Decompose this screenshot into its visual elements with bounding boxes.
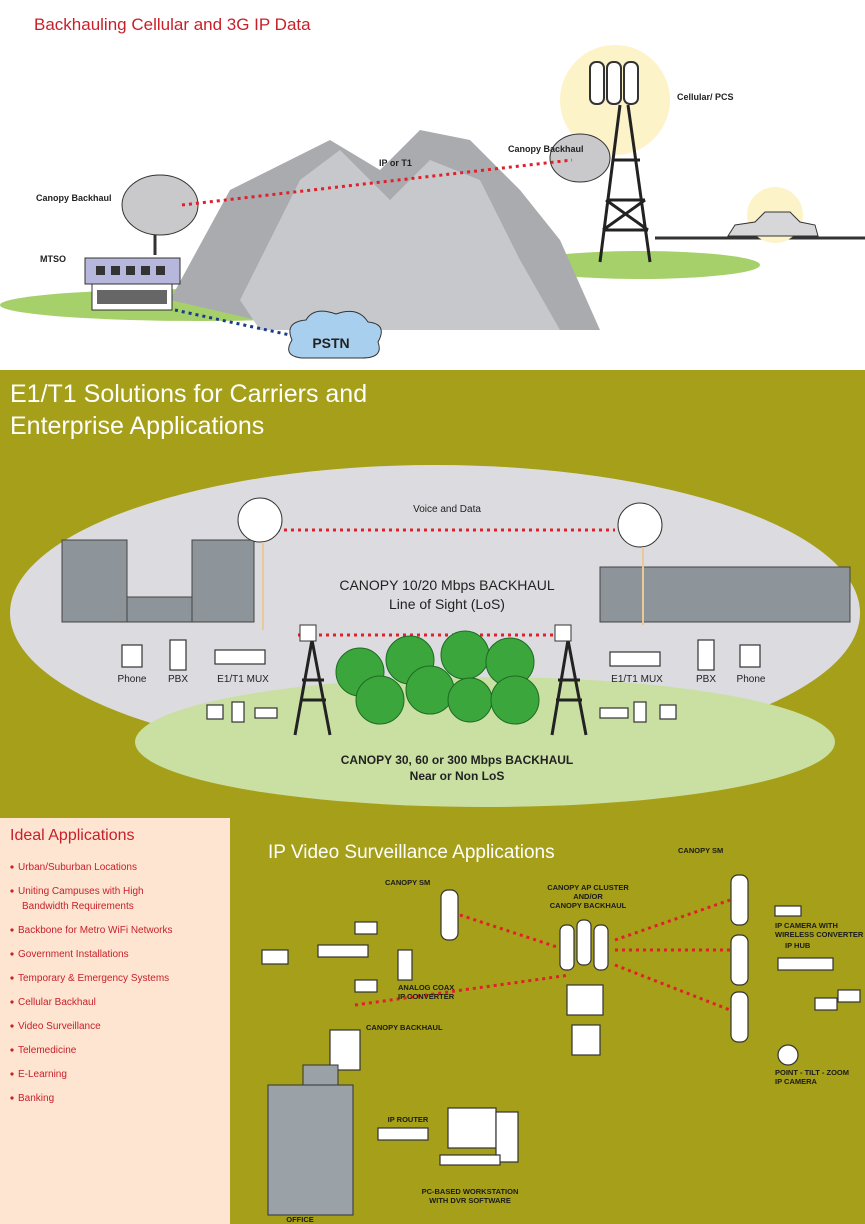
device-label: CANOPY AP CLUSTER <box>547 883 629 892</box>
device-label: WIRELESS CONVERTER <box>775 930 864 939</box>
bullet <box>10 865 13 868</box>
section-title: Enterprise Applications <box>10 412 264 440</box>
label: CANOPY 30, 60 or 300 Mbps BACKHAUL <box>341 753 574 767</box>
device-label: POINT - TILT - ZOOM <box>775 1068 849 1077</box>
antenna <box>590 62 638 104</box>
bullet <box>10 928 13 931</box>
label: E1/T1 MUX <box>611 674 663 685</box>
label: Canopy Backhaul <box>508 144 584 154</box>
device-label: PC-BASED WORKSTATION <box>422 1187 519 1196</box>
device-label: IP HUB <box>785 941 811 950</box>
poster: Backhauling Cellular and 3G IP Data PSTN… <box>0 0 865 1224</box>
section-title: IP Video Surveillance Applications <box>268 842 555 863</box>
application-item: Cellular Backhaul <box>18 997 96 1008</box>
sidebar-title: Ideal Applications <box>10 827 135 844</box>
application-item: Government Installations <box>18 949 129 960</box>
label: E1/T1 MUX <box>217 674 269 685</box>
bullet <box>10 1048 13 1051</box>
section-title: Backhauling Cellular and 3G IP Data <box>34 15 311 34</box>
application-item: E-Learning <box>18 1069 67 1080</box>
label: IP or T1 <box>379 158 412 168</box>
application-item: Uniting Campuses with High <box>18 886 144 897</box>
label: Line of Sight (LoS) <box>389 596 505 612</box>
device-label: ANALOG COAX <box>398 983 454 992</box>
section-title: E1/T1 Solutions for Carriers and <box>10 380 367 408</box>
label: Near or Non LoS <box>410 769 505 783</box>
dish <box>122 175 198 235</box>
label: Voice and Data <box>413 504 481 515</box>
application-item: Bandwidth Requirements <box>22 901 134 912</box>
bullet <box>10 952 13 955</box>
bullet <box>10 1000 13 1003</box>
label: CANOPY 10/20 Mbps BACKHAUL <box>339 577 554 593</box>
application-item: Telemedicine <box>18 1045 77 1056</box>
application-item: Temporary & Emergency Systems <box>18 973 169 984</box>
label: PBX <box>696 674 716 685</box>
dish <box>238 498 282 542</box>
device-label: CANOPY SM <box>678 846 723 855</box>
bullet <box>10 1096 13 1099</box>
label: MTSO <box>40 254 66 264</box>
device-label: IP CONVERTER <box>398 992 455 1001</box>
label: PSTN <box>312 335 349 351</box>
device-label: OFFICE <box>286 1215 314 1224</box>
label: Cellular/ PCS <box>677 92 734 102</box>
label: Phone <box>118 674 147 685</box>
bullet <box>10 976 13 979</box>
dish <box>618 503 662 547</box>
page: Backhauling Cellular and 3G IP Data PSTN… <box>0 0 865 1224</box>
bullet <box>10 1024 13 1027</box>
radio <box>300 625 316 641</box>
application-item: Banking <box>18 1093 54 1104</box>
label: Phone <box>737 674 766 685</box>
application-item: Backbone for Metro WiFi Networks <box>18 925 173 936</box>
dish <box>550 134 610 182</box>
radio <box>555 625 571 641</box>
device-label: IP CAMERA WITH <box>775 921 838 930</box>
application-item: Urban/Suburban Locations <box>18 862 137 873</box>
device-label: IP ROUTER <box>388 1115 429 1124</box>
device-label: WITH DVR SOFTWARE <box>429 1196 511 1205</box>
label: Canopy Backhaul <box>36 193 112 203</box>
bullet <box>10 889 13 892</box>
bullet <box>10 1072 13 1075</box>
device-label: CANOPY BACKHAUL <box>550 901 627 910</box>
label: PBX <box>168 674 188 685</box>
device-label: AND/OR <box>573 892 603 901</box>
device-label: IP CAMERA <box>775 1077 818 1086</box>
device-label: CANOPY SM <box>385 878 430 887</box>
device-label: CANOPY BACKHAUL <box>366 1023 443 1032</box>
application-item: Video Surveillance <box>18 1021 101 1032</box>
